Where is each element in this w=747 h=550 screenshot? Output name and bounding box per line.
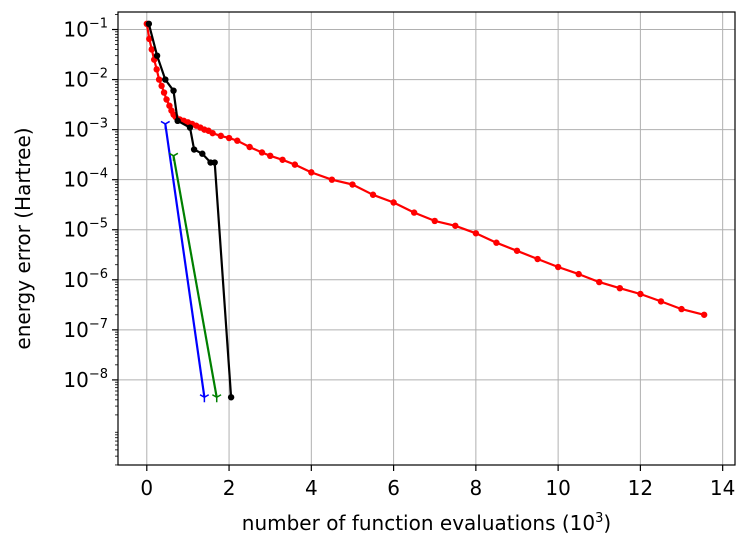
x-tick-label: 2 bbox=[223, 476, 236, 500]
y-axis-ticks: 10−1 10−2 10−3 10−4 10−5 10−6 10−7 10−8 bbox=[63, 14, 118, 466]
data-point bbox=[166, 102, 173, 109]
data-point bbox=[170, 87, 177, 94]
data-point bbox=[160, 89, 168, 96]
data-point bbox=[575, 270, 582, 278]
data-point bbox=[258, 149, 266, 156]
y-tick-label: 10−5 bbox=[63, 217, 108, 242]
x-tick-label: 0 bbox=[140, 476, 153, 500]
data-point bbox=[349, 181, 356, 188]
series-line bbox=[145, 23, 705, 316]
x-tick-label: 12 bbox=[628, 476, 653, 500]
x-axis-label-text: number of function evaluations (10 bbox=[242, 511, 595, 535]
data-point bbox=[211, 159, 218, 166]
grid-lines bbox=[118, 12, 735, 465]
x-tick-label: 10 bbox=[545, 476, 570, 500]
y-tick-label: 10−1 bbox=[63, 17, 108, 42]
data-point bbox=[596, 278, 603, 286]
data-point bbox=[513, 247, 521, 254]
plot-frame bbox=[117, 11, 736, 466]
series-2 bbox=[160, 120, 210, 403]
series-line bbox=[172, 155, 218, 398]
data-point bbox=[211, 394, 222, 403]
x-axis-label-end: ) bbox=[603, 511, 611, 535]
data-point bbox=[678, 305, 685, 313]
x-axis-label: number of function evaluations (103) bbox=[242, 511, 611, 535]
y-tick-label: 10−7 bbox=[63, 317, 108, 342]
data-point bbox=[616, 284, 624, 292]
x-tick-label: 14 bbox=[710, 476, 735, 500]
data-point bbox=[163, 96, 170, 103]
data-point bbox=[146, 35, 153, 43]
data-point bbox=[148, 46, 155, 53]
data-point bbox=[153, 66, 160, 73]
data-point bbox=[410, 209, 418, 216]
data-point bbox=[174, 117, 181, 125]
data-point bbox=[190, 146, 198, 153]
data-point bbox=[186, 124, 194, 131]
data-point bbox=[493, 239, 500, 246]
data-point bbox=[452, 222, 459, 229]
x-tick-label: 8 bbox=[469, 476, 482, 500]
data-point bbox=[472, 230, 480, 237]
y-axis-label: energy error (Hartree) bbox=[11, 127, 35, 349]
data-point bbox=[328, 176, 336, 183]
data-point bbox=[168, 152, 179, 161]
series-3 bbox=[168, 152, 222, 403]
x-tick-label: 4 bbox=[305, 476, 318, 500]
data-point bbox=[266, 152, 274, 160]
series-0 bbox=[143, 20, 708, 318]
data-point bbox=[637, 290, 644, 298]
data-point bbox=[160, 120, 171, 129]
y-tick-label: 10−2 bbox=[63, 67, 108, 92]
data-point bbox=[308, 169, 315, 176]
y-tick-label: 10−4 bbox=[63, 167, 108, 192]
data-point bbox=[199, 150, 206, 157]
data-point bbox=[217, 132, 225, 140]
data-point bbox=[158, 82, 165, 90]
data-point bbox=[155, 76, 163, 83]
data-point bbox=[431, 217, 438, 225]
data-point bbox=[390, 199, 397, 206]
data-point bbox=[534, 255, 541, 263]
data-point bbox=[234, 137, 241, 144]
data-point bbox=[227, 394, 235, 401]
data-point bbox=[199, 394, 210, 403]
x-axis-label-sup: 3 bbox=[595, 511, 603, 526]
data-point bbox=[162, 76, 169, 83]
x-axis-ticks: 0 2 4 6 8 10 12 14 bbox=[140, 465, 735, 500]
series-line bbox=[164, 123, 206, 398]
data-point bbox=[225, 134, 233, 142]
data-point bbox=[209, 129, 216, 137]
y-tick-label: 10−3 bbox=[63, 117, 108, 142]
data-point bbox=[153, 52, 161, 59]
series-group bbox=[143, 20, 708, 403]
data-point bbox=[554, 263, 562, 271]
data-point bbox=[700, 311, 708, 318]
x-tick-label: 6 bbox=[387, 476, 400, 500]
data-point bbox=[279, 156, 286, 163]
data-point bbox=[145, 20, 153, 28]
data-point bbox=[291, 161, 299, 168]
data-point bbox=[657, 298, 665, 305]
y-tick-label: 10−8 bbox=[63, 367, 108, 392]
y-tick-label: 10−6 bbox=[63, 267, 108, 292]
data-point bbox=[246, 143, 253, 151]
data-point bbox=[369, 191, 377, 198]
series-1 bbox=[145, 20, 235, 401]
